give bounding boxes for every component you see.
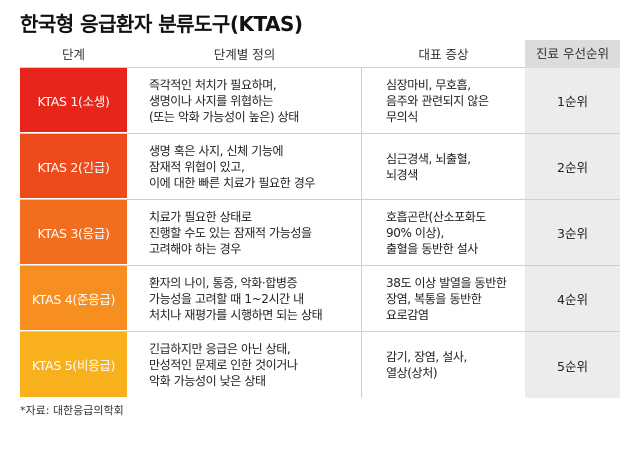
priority-cell: 4순위 xyxy=(525,266,620,331)
header-definition: 단계별 정의 xyxy=(213,47,276,62)
table-row: KTAS 1(소생) 즉각적인 처치가 필요하며, 생명이나 사지를 위협하는 … xyxy=(20,68,620,134)
page-title: 한국형 응급환자 분류도구(KTAS) xyxy=(20,12,303,36)
definition-cell: 생명 혹은 사지, 신체 기능에 잠재적 위협이 있고, 이에 대한 빠른 치료… xyxy=(127,134,362,199)
source-note: *자료: 대한응급의학회 xyxy=(20,404,124,417)
table-row: KTAS 2(긴급) 생명 혹은 사지, 신체 기능에 잠재적 위협이 있고, … xyxy=(20,134,620,200)
definition-cell: 치료가 필요한 상태로 진행할 수도 있는 잠재적 가능성을 고려해야 하는 경… xyxy=(127,200,362,265)
header-symptoms: 대표 증상 xyxy=(418,47,469,62)
table-header: 단계 단계별 정의 대표 증상 진료 우선순위 xyxy=(20,39,620,68)
step-cell: KTAS 4(준응급) xyxy=(20,266,127,331)
header-priority: 진료 우선순위 xyxy=(525,39,620,68)
ktas-table: 단계 단계별 정의 대표 증상 진료 우선순위 KTAS 1(소생) 즉각적인 … xyxy=(20,39,620,398)
symptoms-cell: 38도 이상 발열을 동반한 장염, 복통을 동반한 요로감염 xyxy=(386,275,507,322)
definition-cell: 즉각적인 처치가 필요하며, 생명이나 사지를 위협하는 (또는 악화 가능성이… xyxy=(127,68,362,133)
priority-cell: 3순위 xyxy=(525,200,620,265)
symptoms-cell: 호흡곤란(산소포화도 90% 이상), 출혈을 동반한 설사 xyxy=(386,209,487,256)
priority-cell: 5순위 xyxy=(525,332,620,398)
header-step: 단계 xyxy=(61,47,85,62)
step-cell: KTAS 2(긴급) xyxy=(20,134,127,199)
priority-cell: 2순위 xyxy=(525,134,620,199)
definition-cell: 환자의 나이, 통증, 악화·합병증 가능성을 고려할 때 1~2시간 내 처치… xyxy=(127,266,362,331)
symptoms-cell: 심장마비, 무호흡, 음주와 관련되지 않은 무의식 xyxy=(386,77,489,124)
table-row: KTAS 4(준응급) 환자의 나이, 통증, 악화·합병증 가능성을 고려할 … xyxy=(20,266,620,332)
table-row: KTAS 3(응급) 치료가 필요한 상태로 진행할 수도 있는 잠재적 가능성… xyxy=(20,200,620,266)
step-cell: KTAS 1(소생) xyxy=(20,68,127,133)
step-cell: KTAS 3(응급) xyxy=(20,200,127,265)
definition-cell: 긴급하지만 응급은 아닌 상태, 만성적인 문제로 인한 것이거나 악화 가능성… xyxy=(127,332,362,398)
table-row: KTAS 5(비응급) 긴급하지만 응급은 아닌 상태, 만성적인 문제로 인한… xyxy=(20,332,620,398)
step-cell: KTAS 5(비응급) xyxy=(20,332,127,398)
symptoms-cell: 심근경색, 뇌출혈, 뇌경색 xyxy=(386,151,471,182)
priority-cell: 1순위 xyxy=(525,68,620,133)
symptoms-cell: 감기, 장염, 설사, 열상(상처) xyxy=(386,350,467,380)
